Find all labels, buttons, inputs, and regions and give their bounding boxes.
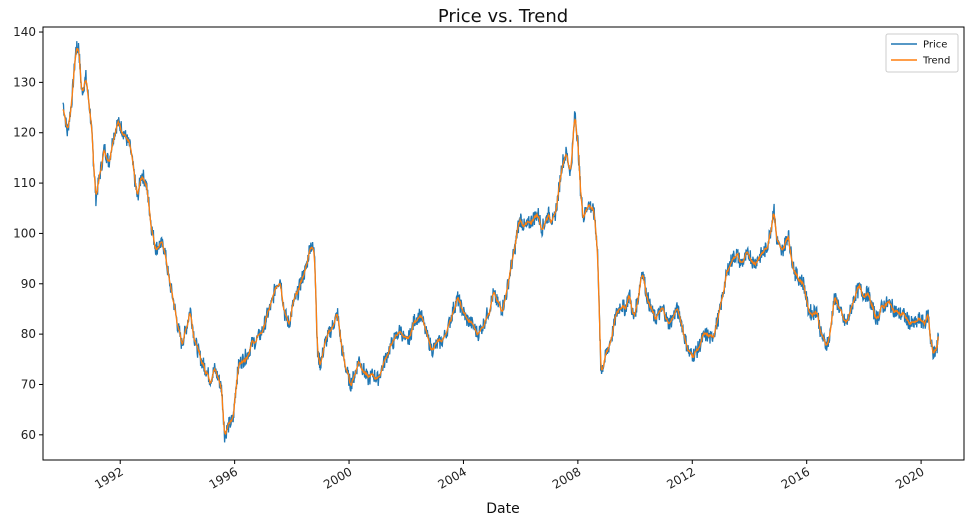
y-tick-label: 100 xyxy=(13,226,36,240)
x-tick-label: 2004 xyxy=(436,464,469,491)
x-tick-label: 2020 xyxy=(893,464,926,491)
y-tick-label: 120 xyxy=(13,126,36,140)
x-tick-label: 2012 xyxy=(664,464,697,491)
y-tick-label: 90 xyxy=(21,277,36,291)
x-tick-label: 2008 xyxy=(550,464,583,491)
x-tick-label: 2000 xyxy=(321,464,354,491)
plot-area xyxy=(62,41,939,443)
legend: Price Trend xyxy=(885,33,959,73)
plot-frame xyxy=(42,26,965,461)
legend-price-label: Price xyxy=(923,40,947,51)
chart-title: Price vs. Trend xyxy=(438,6,568,27)
y-tick-label: 140 xyxy=(13,25,36,39)
legend-trend-label: Trend xyxy=(922,56,950,67)
y-tick-label: 70 xyxy=(21,377,36,391)
y-tick-label: 110 xyxy=(13,176,36,190)
series-line-trend xyxy=(62,47,939,435)
y-axis: 60 70 80 90 100 110 120 130 140 xyxy=(13,25,43,442)
y-tick-label: 80 xyxy=(21,327,36,341)
x-tick-label: 1996 xyxy=(207,464,240,491)
x-tick-label: 2016 xyxy=(779,464,812,491)
y-tick-label: 130 xyxy=(13,75,36,89)
y-tick-label: 60 xyxy=(21,428,36,442)
x-axis: 1992 1996 2000 2004 2008 2012 2016 2020 xyxy=(92,460,927,492)
x-axis-label: Date xyxy=(486,501,519,517)
series-line-price xyxy=(62,41,939,443)
x-tick-label: 1992 xyxy=(92,464,125,491)
